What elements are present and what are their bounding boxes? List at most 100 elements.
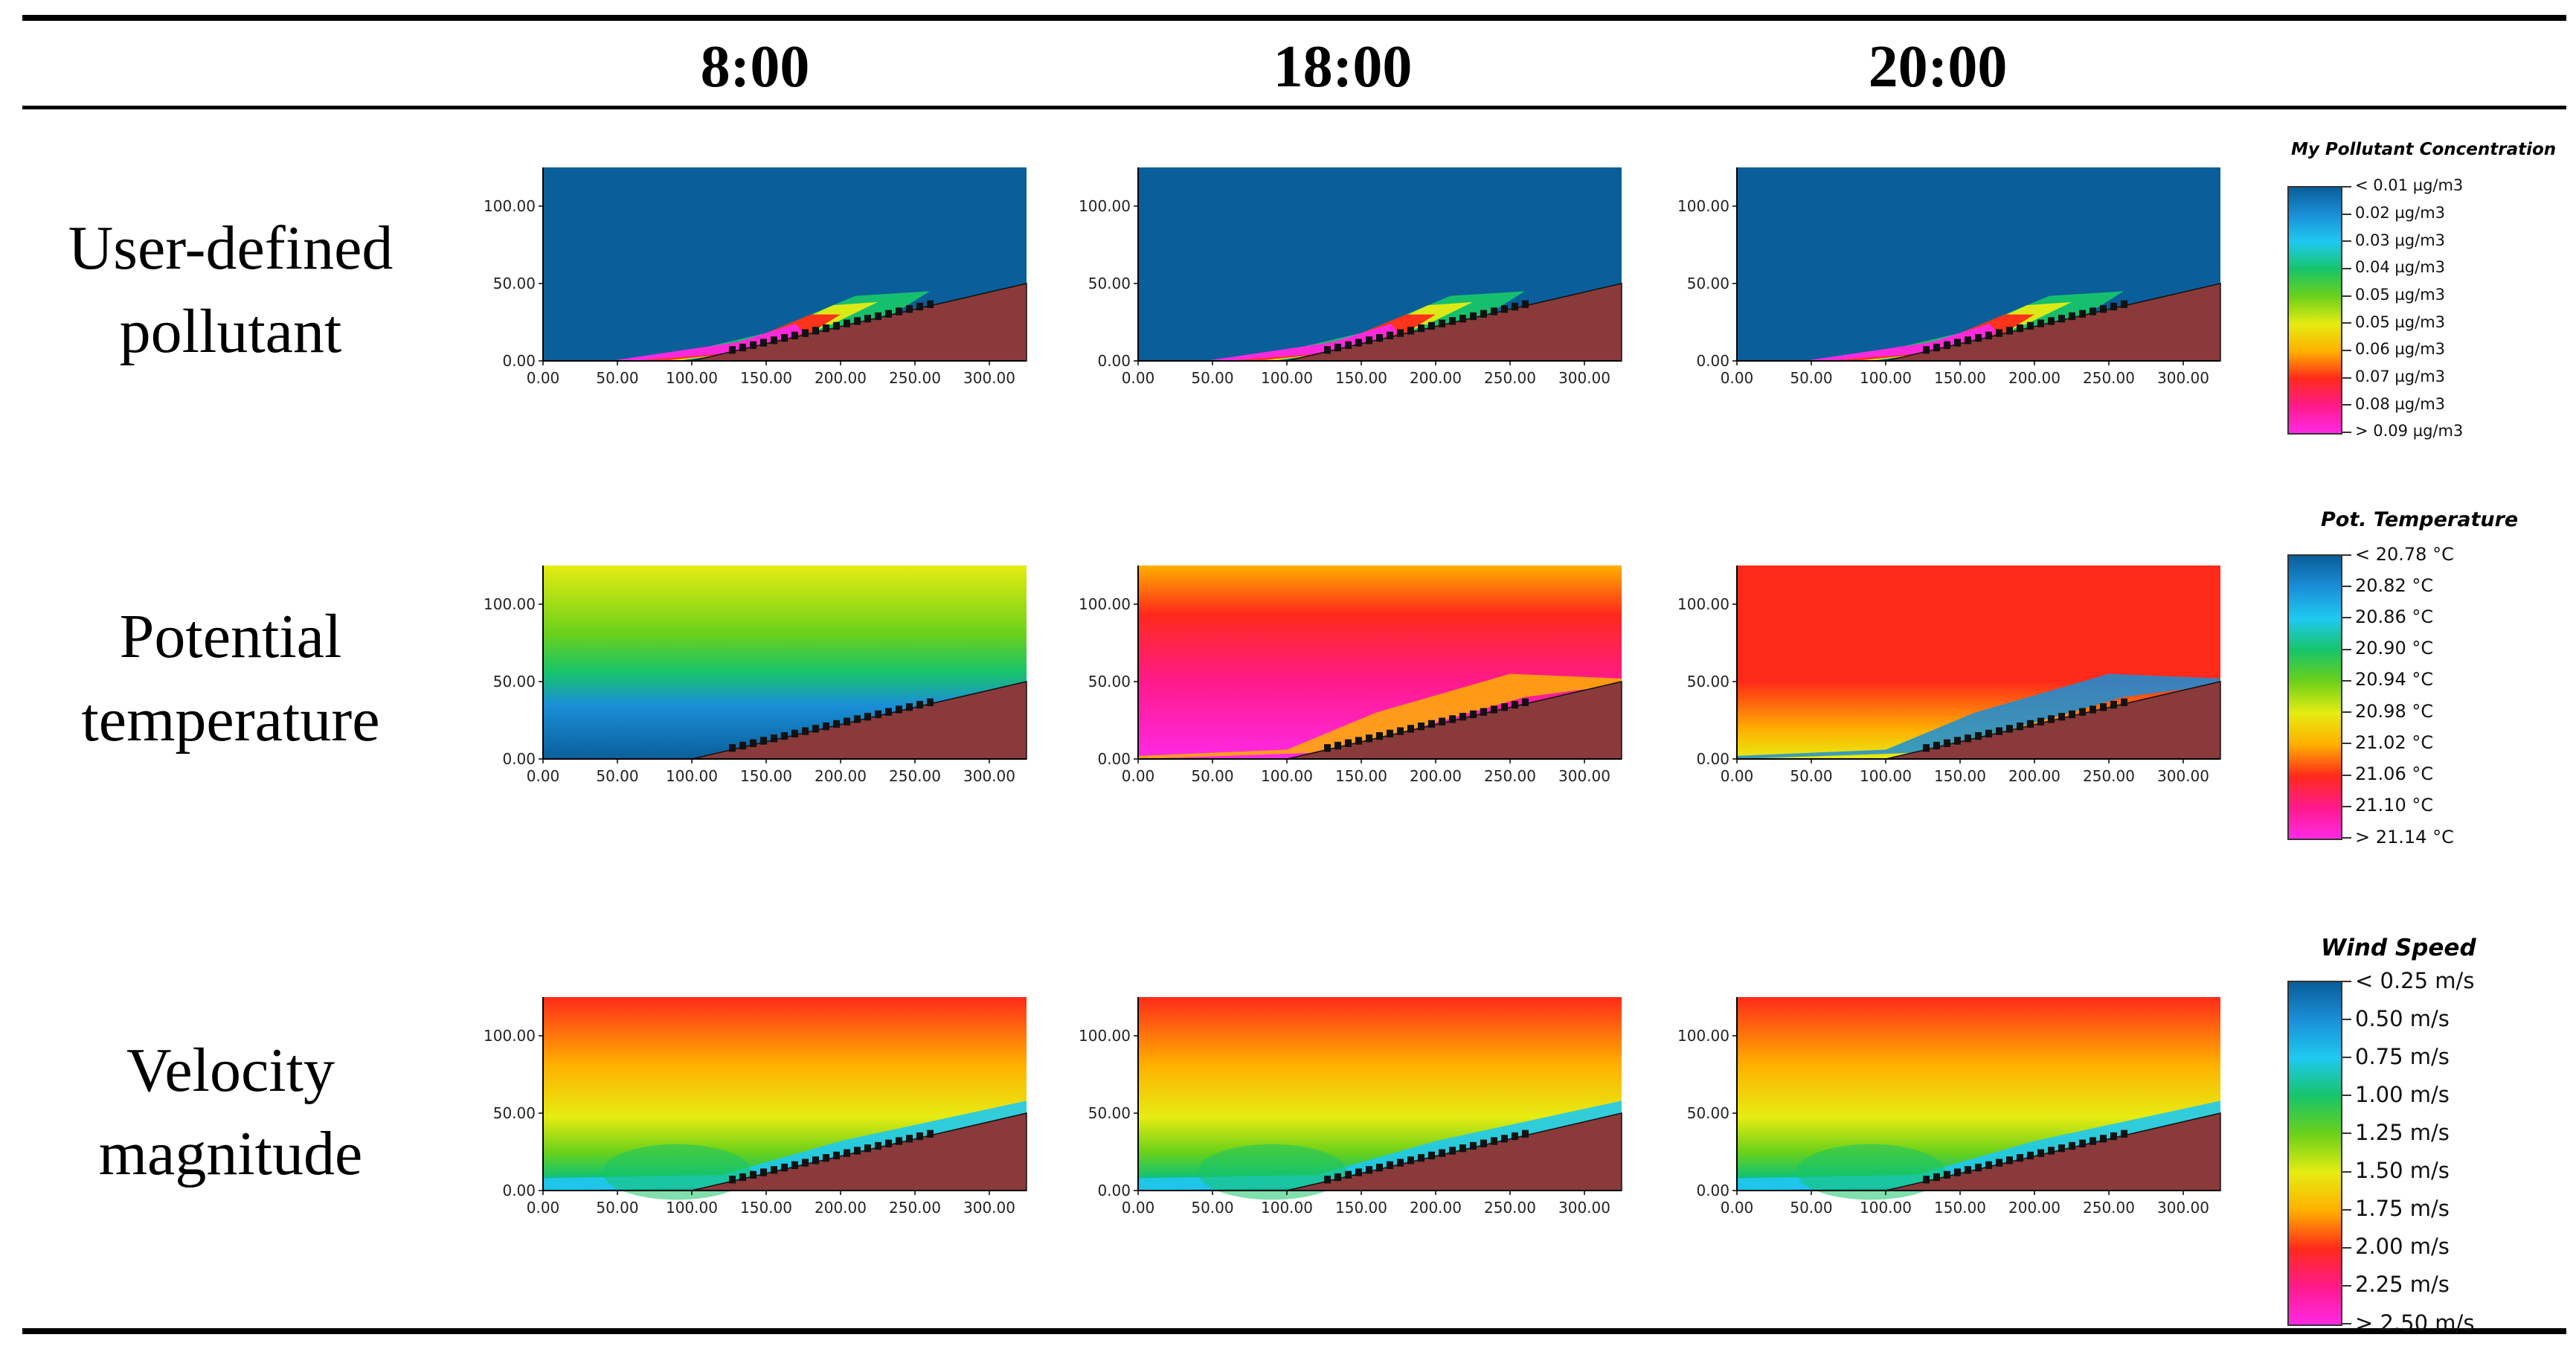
building-block	[896, 307, 902, 315]
legend-tick	[2341, 1132, 2351, 1135]
building-block	[1397, 329, 1404, 337]
building-block	[844, 717, 850, 725]
building-block	[1407, 725, 1414, 733]
building-block	[1996, 329, 2002, 337]
low-speed-layer	[543, 1100, 1027, 1191]
building-block	[2069, 1141, 2075, 1150]
legend-label: 20.82 °C	[2355, 574, 2434, 596]
building-block	[1428, 1151, 1435, 1160]
x-tick-label: 0.00	[1122, 767, 1155, 785]
colorbar	[2287, 186, 2342, 435]
building-block	[906, 305, 913, 313]
legend-title: Wind Speed	[2321, 935, 2476, 961]
building-block	[2017, 324, 2023, 333]
x-tick-label: 200.00	[1410, 767, 1462, 785]
building-block	[1491, 705, 1497, 714]
colorbar-legend: Wind Speed < 0.25 m/s 0.50 m/s 0.75 m/s 1.00…	[2284, 935, 2566, 1338]
legend-label: 2.25 m/s	[2355, 1272, 2450, 1298]
legend-title: Pot. Temperature	[2321, 508, 2519, 531]
building-block	[1324, 1176, 1331, 1184]
building-block	[812, 1156, 819, 1164]
x-tick-label: 100.00	[1860, 767, 1912, 785]
x-tick-label: 150.00	[1934, 369, 1986, 387]
building-block	[906, 703, 913, 711]
boundary-layer	[1138, 673, 1622, 759]
building-block	[2037, 1149, 2044, 1157]
legend-tick	[2341, 837, 2351, 839]
building-block	[823, 723, 829, 731]
building-block	[1470, 312, 1477, 321]
legend-tick	[2341, 586, 2351, 588]
y-tick-label: 0.00	[1696, 750, 1729, 768]
building-block	[1407, 327, 1414, 335]
building-block	[1975, 731, 1982, 740]
x-tick-label: 300.00	[2157, 1199, 2209, 1217]
y-tick-label: 0.00	[502, 750, 536, 768]
building-block	[1355, 737, 1362, 745]
x-tick-label: 250.00	[889, 369, 941, 387]
y-tick-label: 50.00	[493, 673, 536, 691]
building-block	[812, 725, 819, 733]
wake-region	[1198, 1144, 1346, 1200]
building-block	[1944, 1170, 1950, 1179]
building-block	[1387, 1161, 1393, 1170]
y-tick-label: 0.00	[1097, 1182, 1131, 1199]
building-block	[2006, 1156, 2013, 1164]
simulation-panel: 0.00 50.00 100.00 150.00 200.00 250.00 300.00 0…	[1670, 160, 2235, 409]
building-block	[875, 710, 881, 719]
x-tick-label: 100.00	[1860, 1199, 1912, 1217]
x-tick-label: 50.00	[1191, 767, 1233, 785]
x-tick-label: 200.00	[815, 1199, 867, 1217]
contour-plot: 0.00 50.00 100.00 150.00 200.00 250.00 300.00 0…	[1677, 566, 2221, 785]
building-block	[1965, 1166, 1971, 1174]
y-tick-label: 100.00	[1677, 595, 1729, 613]
y-tick-label: 100.00	[1079, 595, 1131, 613]
x-tick-label: 250.00	[1484, 1199, 1536, 1217]
simulation-panel: 0.00 50.00 100.00 150.00 200.00 250.00 300.00 0…	[1670, 558, 2235, 807]
building-block	[2090, 705, 2096, 714]
building-block	[854, 317, 861, 325]
building-block	[1366, 734, 1372, 743]
building-block	[1501, 703, 1508, 711]
boundary-layer	[1737, 673, 2220, 759]
x-tick-label: 200.00	[815, 369, 867, 387]
x-tick-label: 50.00	[596, 369, 638, 387]
building-block	[760, 1168, 767, 1176]
building-block	[2006, 327, 2013, 335]
x-tick-label: 0.00	[1721, 1199, 1754, 1217]
legend-tick	[2341, 1246, 2351, 1249]
row-label-line: magnitude	[98, 1119, 363, 1188]
header-rule	[22, 106, 2566, 109]
x-tick-label: 300.00	[1558, 767, 1610, 785]
legend-tick	[2341, 743, 2351, 745]
legend-tick	[2341, 711, 2351, 714]
x-tick-label: 250.00	[1484, 767, 1536, 785]
low-speed-layer	[1138, 1100, 1622, 1191]
building-block	[1480, 1139, 1487, 1147]
simulation-panel: 0.00 50.00 100.00 150.00 200.00 250.00 300.00 0…	[476, 558, 1041, 807]
building-block	[1324, 346, 1331, 354]
row-label-line: Potential	[119, 602, 342, 671]
simulation-panel: 0.00 50.00 100.00 150.00 200.00 250.00 300.00 0…	[1670, 990, 2235, 1239]
x-tick-label: 150.00	[1934, 1199, 1986, 1217]
x-tick-label: 150.00	[740, 767, 792, 785]
legend-label: > 2.50 m/s	[2355, 1310, 2475, 1336]
building-block	[1407, 1156, 1414, 1164]
building-block	[781, 1163, 788, 1172]
row-label-temperature: Potential temperature	[30, 595, 431, 762]
building-block	[1923, 744, 1930, 752]
building-block	[844, 319, 850, 327]
y-tick-label: 100.00	[484, 1027, 536, 1045]
building-block	[1334, 741, 1341, 750]
row-label-line: temperature	[81, 685, 380, 755]
building-block	[802, 727, 809, 735]
x-tick-label: 100.00	[1261, 767, 1313, 785]
building-block	[927, 300, 934, 308]
building-block	[1439, 319, 1445, 327]
building-block	[1376, 731, 1383, 740]
x-tick-label: 150.00	[740, 1199, 792, 1217]
legend-title: My Pollutant Concentration	[2291, 140, 2557, 159]
building-block	[2110, 1132, 2117, 1141]
contour-plot: 0.00 50.00 100.00 150.00 200.00 250.00 300.00 0…	[1677, 997, 2221, 1217]
bottom-rule	[22, 1328, 2566, 1334]
